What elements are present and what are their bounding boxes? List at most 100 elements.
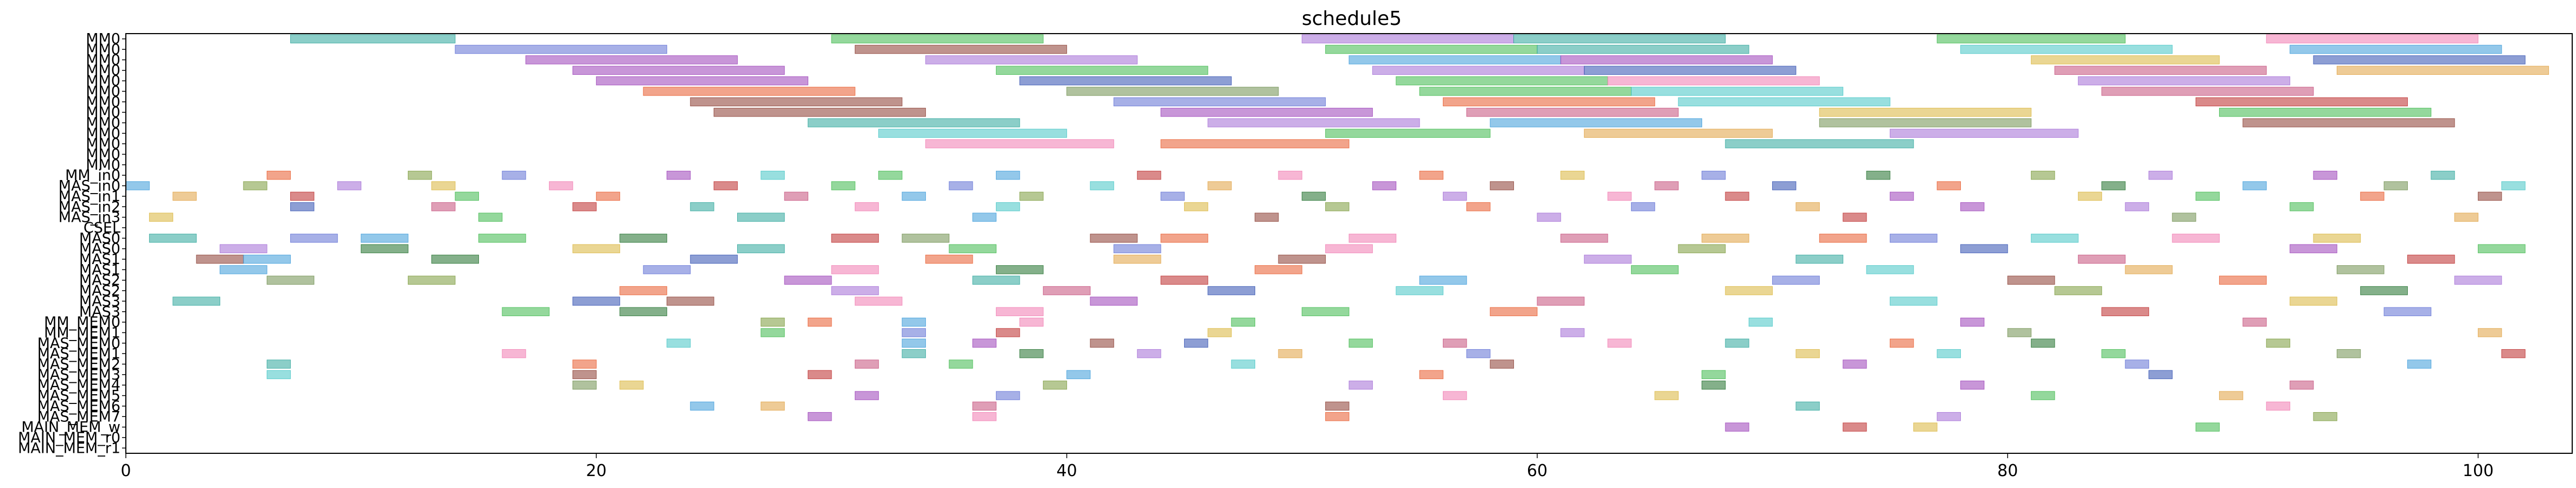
schedule-bar [572,202,597,211]
schedule-bar [2266,401,2291,411]
schedule-bar [1113,254,1161,264]
schedule-bar [902,234,950,243]
plot-area-frame [125,33,2573,454]
schedule-bar [996,328,1020,337]
schedule-bar [902,191,926,201]
schedule-bar [431,254,479,264]
schedule-bar [1584,254,1632,264]
schedule-bar [2078,76,2291,86]
schedule-bar [996,170,1020,180]
schedule-bar [1043,380,1068,390]
schedule-bar [2101,87,2314,96]
schedule-bar [1701,370,1726,380]
schedule-bar [713,181,738,190]
schedule-bar [1866,265,1914,274]
schedule-bar [2336,265,2385,274]
schedule-bar [1137,170,1161,180]
schedule-bar [760,317,785,327]
schedule-bar [361,234,408,243]
schedule-bar [572,297,621,306]
schedule-bar [2101,307,2149,317]
schedule-bar [2360,286,2408,296]
y-tick-label: MM0 [86,94,120,111]
schedule-bar [266,359,291,369]
schedule-bar [2336,349,2361,358]
schedule-bar [902,338,926,348]
schedule-bar [1819,107,2032,117]
schedule-bar [902,317,926,327]
schedule-bar [1490,118,1702,127]
schedule-bar [1160,191,1185,201]
schedule-bar [290,191,315,201]
schedule-bar [1442,338,1467,348]
schedule-bar [2290,44,2502,54]
schedule-bar [1819,118,2032,127]
schedule-bar [996,265,1044,274]
y-tick-label: MM_MEM0 [44,314,120,331]
schedule-bar [1960,44,2173,54]
schedule-bar [878,129,1068,138]
y-tick-label: MAS1 [79,251,120,268]
schedule-bar [1631,87,1844,96]
x-tick-label: 80 [1997,461,2018,480]
schedule-bar [1936,412,1961,421]
schedule-bar [572,244,621,253]
schedule-bar [690,202,714,211]
y-tick-label: MAS_MEM5 [37,388,120,404]
schedule-bar [2195,97,2408,107]
schedule-bar [243,254,291,264]
schedule-bar [2195,191,2220,201]
schedule-bar [831,181,855,190]
schedule-bar [1725,286,1773,296]
y-tick-label: MM0 [86,62,120,79]
schedule-bar [2266,338,2291,348]
schedule-bar [1466,107,1679,117]
schedule-bar [2007,275,2055,285]
schedule-bar [1301,34,1514,43]
schedule-bar [2290,380,2314,390]
schedule-bar [2101,349,2126,358]
schedule-bar [1607,76,1820,86]
schedule-bar [1889,129,2079,138]
y-tick-label: MM0 [86,73,120,89]
schedule-bar [1490,359,1514,369]
schedule-bar [1560,328,1585,337]
y-tick-label: MM0 [86,52,120,68]
schedule-bar [1160,234,1209,243]
schedule-bar [2219,107,2432,117]
schedule-bar [1654,181,1679,190]
y-tick-label: MAS0 [79,230,120,247]
schedule-bar [1819,234,1867,243]
schedule-bar [2454,275,2502,285]
schedule-bar [713,107,926,117]
schedule-bar [2101,181,2126,190]
schedule-bar [666,338,691,348]
y-tick-label: MAS2 [79,282,120,299]
schedule-bar [1278,170,1302,180]
schedule-bar [1419,370,1443,380]
schedule-bar [1207,181,1232,190]
schedule-bar [2313,234,2361,243]
schedule-bar [2313,170,2337,180]
schedule-bar [1889,297,1938,306]
schedule-bar [619,234,667,243]
schedule-bar [1560,234,1608,243]
schedule-bar [808,317,832,327]
schedule-bar [572,66,785,75]
schedule-bar [1889,234,1938,243]
schedule-bar [760,401,785,411]
y-tick-label: MM0 [86,41,120,58]
schedule-bar [502,349,526,358]
schedule-bar [2219,391,2243,400]
schedule-bar [2501,349,2526,358]
schedule-bar [361,244,408,253]
schedule-bar [1396,76,1608,86]
schedule-bar [1325,244,1373,253]
schedule-bar [2313,55,2526,65]
schedule-bar [290,234,338,243]
x-axis-ticks: 0 20 40 60 80 100 [120,453,2494,480]
schedule-bar [1019,349,1044,358]
schedule-bar [1231,359,1256,369]
schedule-bar [572,370,597,380]
